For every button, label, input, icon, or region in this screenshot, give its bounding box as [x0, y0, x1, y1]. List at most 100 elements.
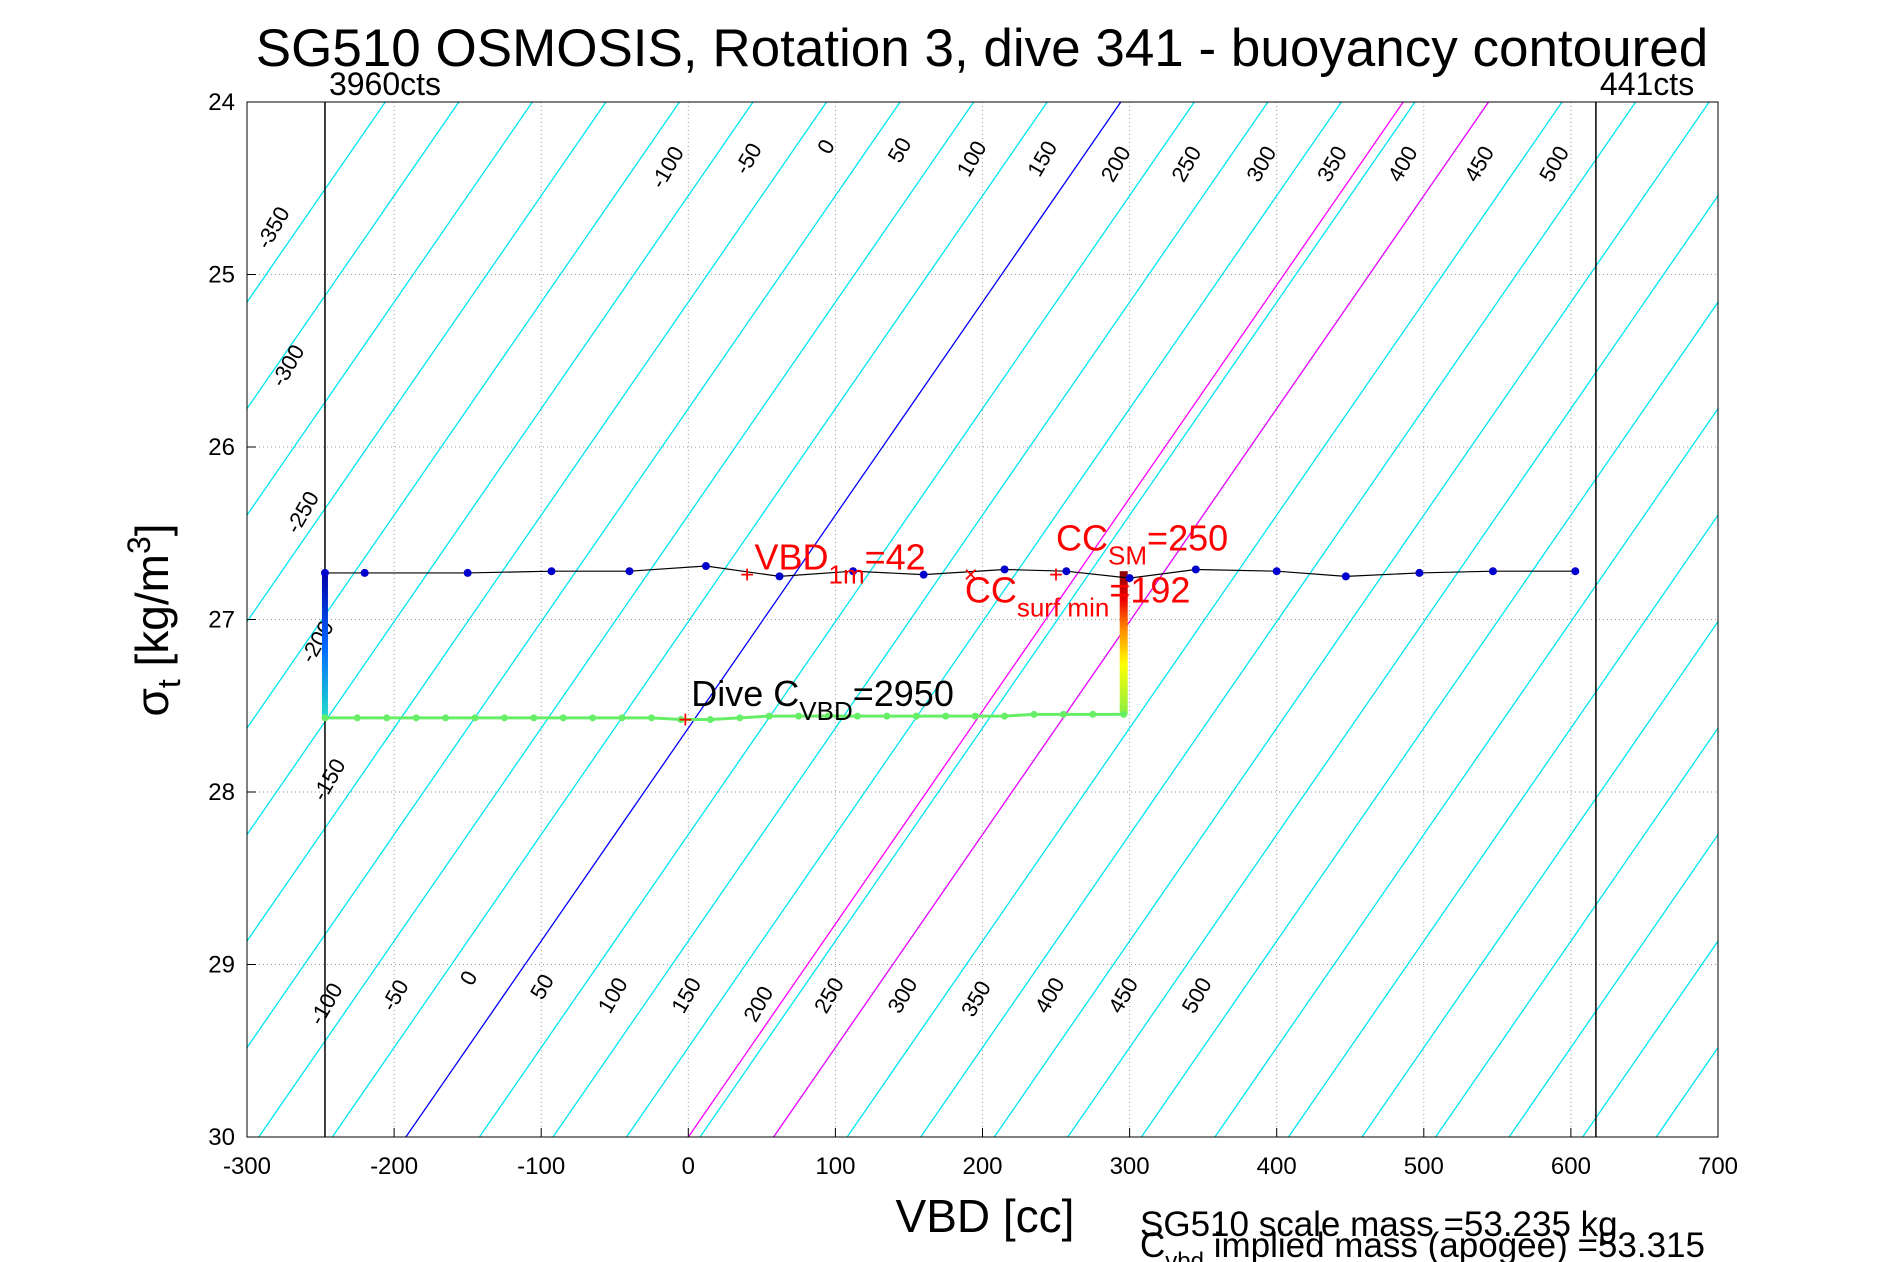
- dive-point: [1120, 710, 1128, 718]
- footer-scale-mass: SG510 scale mass =53.235 kg: [1140, 1205, 1618, 1244]
- dive-point: [1059, 710, 1067, 718]
- dive-point: [648, 714, 656, 722]
- y-tick-label: 29: [208, 952, 235, 979]
- dive-point: [971, 712, 979, 720]
- y-axis-ticks: 24 25 26 27 28 29 30: [208, 89, 256, 1151]
- x-tick-label: 0: [682, 1153, 695, 1180]
- contour-line: [1730, 102, 1891, 1137]
- x-axis-label: VBD [cc]: [896, 1190, 1075, 1242]
- contour-line: [331, 102, 1048, 1137]
- contour-line: [625, 102, 1342, 1137]
- marker: +: [678, 707, 692, 734]
- dive-point: [471, 714, 479, 722]
- vbd-limit-label: 441cts: [1600, 66, 1694, 102]
- y-tick-label: 25: [208, 262, 235, 289]
- dive-point: [677, 716, 685, 724]
- y-tick-label: 30: [208, 1124, 235, 1151]
- dive-point: [618, 714, 626, 722]
- climb-point: [1191, 565, 1200, 574]
- contour-line: [478, 102, 1195, 1137]
- dive-point: [412, 714, 420, 722]
- contour-line: [247, 102, 754, 836]
- dive-point: [706, 716, 714, 724]
- climb-point: [625, 567, 634, 576]
- climb-point: [775, 572, 784, 581]
- dive-point: [1089, 710, 1097, 718]
- x-tick-label: -200: [370, 1153, 418, 1180]
- contour-line: [1214, 407, 1718, 1137]
- dive-point: [736, 714, 744, 722]
- x-tick-label: 400: [1257, 1153, 1297, 1180]
- contour-line: [1803, 102, 1891, 1137]
- contour-line: [1508, 833, 1718, 1137]
- dive-point: [942, 712, 950, 720]
- dive-point: [442, 714, 450, 722]
- left-transition-bar: [321, 572, 328, 718]
- x-tick-label: -300: [223, 1153, 271, 1180]
- y-tick-label: 26: [208, 434, 235, 461]
- annotation-ccsm: CCSM=250: [1056, 518, 1228, 571]
- annotation-divec: Dive CVBD=2950: [691, 673, 954, 726]
- climb-point: [701, 562, 710, 571]
- dive-point: [530, 714, 538, 722]
- climb-point: [1272, 567, 1281, 576]
- x-tick-label: 100: [815, 1153, 855, 1180]
- climb-point: [1062, 567, 1071, 576]
- right-transition-bar: [1119, 571, 1128, 715]
- dive-point: [765, 712, 773, 720]
- contour-line: [699, 102, 1416, 1137]
- y-tick-label: 28: [208, 779, 235, 806]
- climb-point: [1341, 572, 1350, 581]
- climb-point: [463, 568, 472, 577]
- contour-line: [1287, 514, 1718, 1137]
- dive-point: [1030, 710, 1038, 718]
- climb-point: [1000, 565, 1009, 574]
- annotation-ccsurf: CCsurf min=192: [965, 569, 1191, 622]
- contour-line: [1067, 194, 1718, 1137]
- climb-point: [1415, 568, 1424, 577]
- contour-line: [846, 102, 1563, 1137]
- x-tick-label: 500: [1404, 1153, 1444, 1180]
- contour-line: [405, 102, 1122, 1137]
- climb-point: [1571, 567, 1580, 576]
- data-series: [320, 562, 1580, 724]
- contour-line: [1582, 939, 1718, 1137]
- dive-point: [912, 712, 920, 720]
- contour-line: [687, 102, 1404, 1137]
- y-tick-label: 24: [208, 89, 235, 116]
- climb-point: [1125, 574, 1134, 583]
- marker: +: [740, 562, 754, 589]
- dive-point: [589, 714, 597, 722]
- x-tick-label: 300: [1110, 1153, 1150, 1180]
- dive-point: [383, 714, 391, 722]
- marker: +: [1049, 562, 1063, 589]
- y-tick-label: 27: [208, 607, 235, 634]
- x-axis-ticks: -300 -200 -100 0 100 200 300 400 500 600 700: [223, 1128, 1738, 1180]
- x-tick-label: 700: [1698, 1153, 1738, 1180]
- dive-point: [1001, 712, 1009, 720]
- contour-line: [1140, 301, 1718, 1137]
- x-tick-label: 600: [1551, 1153, 1591, 1180]
- footer-implied-mass: Cvbd implied mass (apogee) =53.315: [1140, 1226, 1705, 1262]
- contour-line: [247, 102, 828, 943]
- dive-point: [353, 714, 361, 722]
- contour-line: [920, 102, 1637, 1137]
- contour-line: [993, 102, 1710, 1137]
- dive-point: [559, 714, 567, 722]
- annotation-vbd1m: VBD1m=42: [754, 536, 925, 589]
- contour-line: [258, 102, 975, 1137]
- contour-line: [1361, 620, 1718, 1137]
- contour-line: [247, 102, 533, 517]
- vbd-limit-label: 3960cts: [329, 66, 441, 102]
- climb-point: [547, 567, 556, 576]
- dive-point: [321, 714, 329, 722]
- dive-series-line: [324, 712, 1124, 722]
- climb-point: [919, 570, 928, 579]
- dive-point: [795, 712, 803, 720]
- dive-point: [853, 712, 861, 720]
- contour-line: [552, 102, 1269, 1137]
- x-tick-label: -100: [517, 1153, 565, 1180]
- x-tick-label: 200: [962, 1153, 1002, 1180]
